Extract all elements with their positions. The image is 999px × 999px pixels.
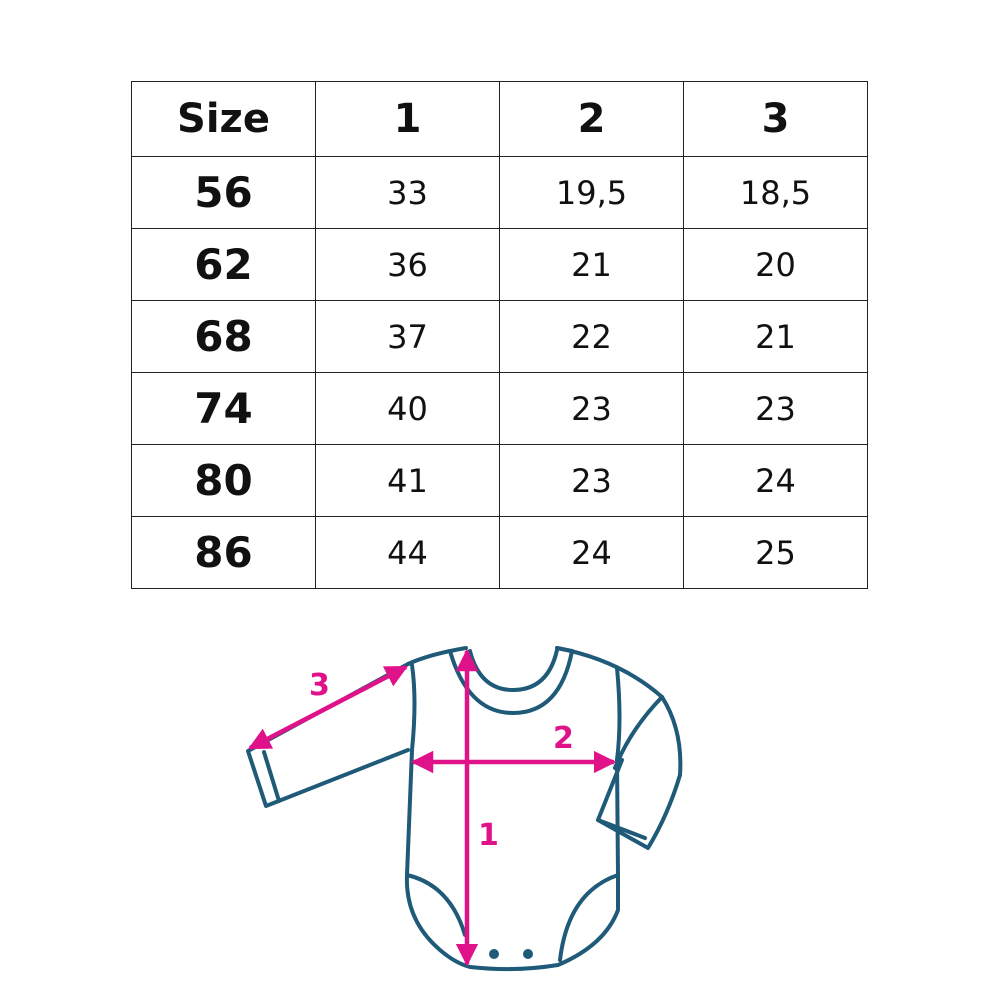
label-chest: 2 bbox=[553, 721, 574, 756]
cell: 21 bbox=[683, 300, 868, 373]
cell: 18,5 bbox=[683, 156, 868, 229]
cell: 41 bbox=[315, 444, 500, 517]
label-sleeve: 3 bbox=[309, 668, 330, 703]
table-row: 56 33 19,5 18,5 bbox=[131, 156, 868, 229]
size-cell: 68 bbox=[131, 300, 316, 373]
cell: 33 bbox=[315, 156, 500, 229]
size-table: Size 1 2 3 56 33 19,5 18,5 62 36 21 20 68 37 22 2… bbox=[131, 81, 868, 589]
cell: 44 bbox=[315, 516, 500, 589]
table-row: 80 41 23 24 bbox=[131, 444, 868, 517]
cell: 20 bbox=[683, 228, 868, 301]
cell: 37 bbox=[315, 300, 500, 373]
header-size: Size bbox=[131, 81, 316, 157]
cell: 23 bbox=[499, 444, 684, 517]
cell: 25 bbox=[683, 516, 868, 589]
cell: 24 bbox=[499, 516, 684, 589]
buttons bbox=[489, 949, 533, 959]
cell: 21 bbox=[499, 228, 684, 301]
cell: 24 bbox=[683, 444, 868, 517]
table-row: 62 36 21 20 bbox=[131, 228, 868, 301]
cell: 40 bbox=[315, 372, 500, 445]
measurement-arrows bbox=[248, 648, 617, 967]
arrow-sleeve bbox=[248, 665, 408, 750]
header-2: 2 bbox=[499, 81, 684, 157]
size-cell: 86 bbox=[131, 516, 316, 589]
table-row: 68 37 22 21 bbox=[131, 300, 868, 373]
cell: 36 bbox=[315, 228, 500, 301]
header-1: 1 bbox=[315, 81, 500, 157]
cell: 23 bbox=[683, 372, 868, 445]
snap-button bbox=[523, 949, 533, 959]
snap-button bbox=[489, 949, 499, 959]
size-cell: 74 bbox=[131, 372, 316, 445]
table-row: 74 40 23 23 bbox=[131, 372, 868, 445]
size-cell: 62 bbox=[131, 228, 316, 301]
size-cell: 80 bbox=[131, 444, 316, 517]
label-length: 1 bbox=[478, 818, 499, 853]
table-row: 86 44 24 25 bbox=[131, 516, 868, 589]
